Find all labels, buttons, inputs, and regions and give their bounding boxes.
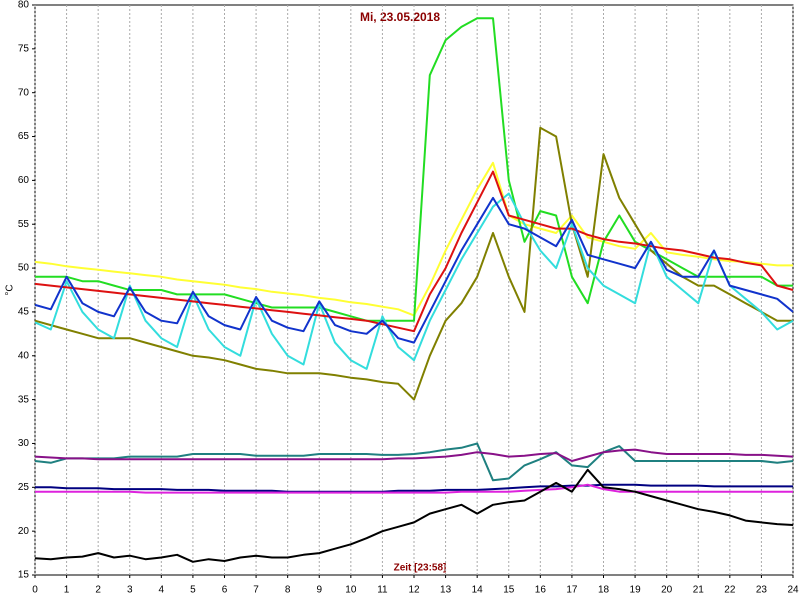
x-tick-label: 13 bbox=[440, 585, 452, 596]
series-line bbox=[34, 448, 794, 462]
series-line bbox=[35, 483, 793, 494]
x-tick-label: 1 bbox=[64, 585, 70, 596]
y-tick-label: 35 bbox=[18, 394, 30, 405]
x-axis-label: Zeit [23:58] bbox=[394, 563, 447, 574]
x-tick-label: 9 bbox=[316, 585, 322, 596]
x-tick-label: 16 bbox=[535, 585, 547, 596]
y-tick-label: 55 bbox=[18, 219, 30, 230]
series-line bbox=[34, 442, 794, 482]
y-tick-label: 20 bbox=[18, 526, 30, 537]
x-tick-label: 8 bbox=[285, 585, 291, 596]
y-tick-label: 50 bbox=[18, 263, 30, 274]
x-tick-label: 12 bbox=[408, 585, 420, 596]
x-tick-label: 19 bbox=[630, 585, 642, 596]
x-tick-label: 17 bbox=[566, 585, 578, 596]
x-tick-label: 23 bbox=[756, 585, 768, 596]
y-tick-label: 30 bbox=[18, 438, 30, 449]
x-tick-label: 0 bbox=[32, 585, 38, 596]
series-line bbox=[35, 483, 793, 493]
y-tick-label: 15 bbox=[18, 570, 30, 581]
x-tick-label: 18 bbox=[598, 585, 610, 596]
series-line bbox=[34, 170, 794, 333]
series-line bbox=[35, 17, 793, 322]
x-tick-label: 7 bbox=[253, 585, 259, 596]
y-tick-label: 25 bbox=[18, 482, 30, 493]
x-tick-label: 11 bbox=[377, 585, 388, 596]
y-tick-label: 45 bbox=[18, 307, 30, 318]
y-tick-label: 40 bbox=[18, 350, 30, 361]
x-tick-label: 22 bbox=[724, 585, 736, 596]
y-tick-label: 60 bbox=[18, 175, 30, 186]
y-tick-label: 65 bbox=[18, 131, 30, 142]
x-tick-label: 15 bbox=[503, 585, 515, 596]
x-tick-label: 4 bbox=[159, 585, 165, 596]
x-tick-label: 20 bbox=[661, 585, 673, 596]
x-tick-label: 3 bbox=[127, 585, 133, 596]
x-tick-label: 24 bbox=[787, 585, 799, 596]
series-line bbox=[34, 196, 794, 344]
x-tick-label: 2 bbox=[95, 585, 101, 596]
y-tick-label: 80 bbox=[18, 0, 30, 11]
y-axis-label: °C bbox=[5, 284, 16, 295]
x-tick-label: 6 bbox=[222, 585, 228, 596]
series-line bbox=[34, 192, 794, 370]
series-line bbox=[34, 468, 794, 563]
y-tick-label: 75 bbox=[18, 43, 30, 54]
chart-title: Mi, 23.05.2018 bbox=[360, 10, 440, 24]
x-tick-label: 14 bbox=[472, 585, 484, 596]
series-line bbox=[34, 126, 793, 401]
x-tick-label: 10 bbox=[345, 585, 357, 596]
y-tick-label: 70 bbox=[18, 87, 30, 98]
x-tick-label: 21 bbox=[693, 585, 705, 596]
x-tick-label: 5 bbox=[190, 585, 196, 596]
